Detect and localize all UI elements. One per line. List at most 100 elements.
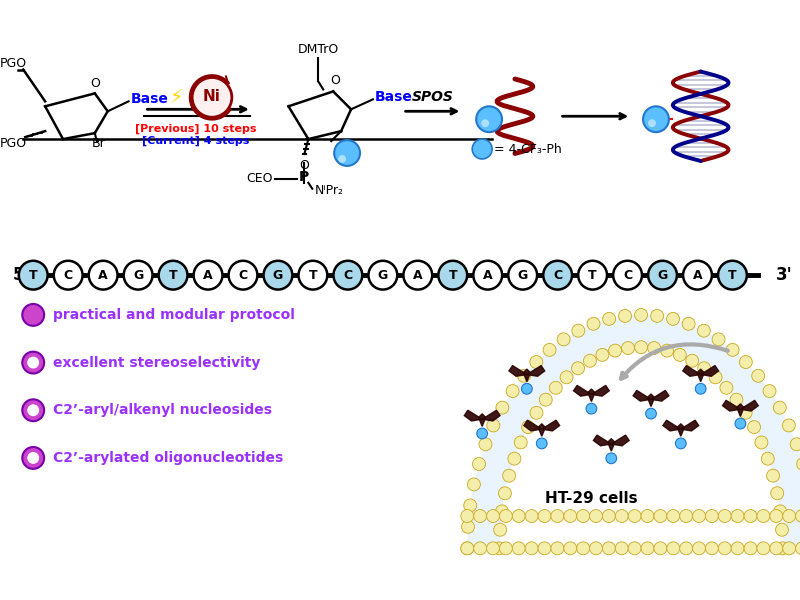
Circle shape [606, 453, 617, 464]
Circle shape [474, 542, 486, 555]
Circle shape [693, 509, 706, 523]
Circle shape [782, 419, 795, 432]
Circle shape [680, 509, 693, 523]
Circle shape [538, 542, 551, 555]
Polygon shape [682, 365, 701, 376]
Circle shape [752, 370, 765, 382]
Circle shape [648, 341, 661, 355]
Circle shape [538, 509, 551, 523]
Circle shape [766, 469, 779, 482]
Text: [Previous] 10 steps: [Previous] 10 steps [135, 124, 257, 134]
Circle shape [680, 542, 693, 555]
Circle shape [464, 499, 477, 512]
Text: practical and modular protocol: practical and modular protocol [53, 308, 295, 322]
Circle shape [770, 509, 782, 523]
Polygon shape [681, 420, 698, 431]
Circle shape [22, 400, 44, 421]
Circle shape [602, 509, 615, 523]
Circle shape [706, 542, 718, 555]
Circle shape [550, 382, 562, 394]
Circle shape [698, 324, 710, 337]
Text: 5': 5' [13, 266, 30, 284]
Circle shape [551, 509, 564, 523]
Text: Br: Br [92, 137, 106, 149]
Circle shape [22, 352, 44, 374]
Circle shape [572, 324, 585, 337]
Circle shape [508, 261, 537, 290]
Circle shape [194, 261, 222, 290]
Circle shape [795, 509, 800, 523]
Circle shape [654, 509, 667, 523]
Circle shape [474, 261, 502, 290]
Circle shape [782, 509, 796, 523]
Circle shape [686, 355, 698, 367]
Text: C: C [623, 269, 632, 281]
Text: [Current] 4 steps: [Current] 4 steps [142, 136, 250, 146]
Circle shape [19, 261, 48, 290]
Text: G: G [378, 269, 388, 281]
Circle shape [712, 333, 725, 346]
Text: O: O [299, 159, 310, 172]
Polygon shape [542, 420, 560, 431]
Circle shape [498, 487, 511, 500]
Polygon shape [651, 391, 669, 401]
Circle shape [560, 371, 573, 384]
Circle shape [486, 509, 499, 523]
Circle shape [525, 542, 538, 555]
Circle shape [596, 349, 609, 361]
Circle shape [512, 542, 526, 555]
Circle shape [675, 438, 686, 449]
Circle shape [622, 341, 634, 355]
Circle shape [666, 313, 679, 325]
Circle shape [731, 542, 744, 555]
Circle shape [522, 383, 532, 394]
Text: SPOS: SPOS [411, 91, 454, 104]
Circle shape [583, 355, 597, 367]
Polygon shape [482, 410, 500, 421]
Text: 3': 3' [776, 266, 793, 284]
Circle shape [762, 452, 774, 465]
Circle shape [539, 393, 552, 406]
Circle shape [486, 542, 499, 555]
Circle shape [27, 356, 39, 368]
Circle shape [124, 261, 153, 290]
Circle shape [461, 542, 474, 555]
Circle shape [499, 509, 512, 523]
Circle shape [564, 509, 577, 523]
Circle shape [634, 341, 647, 353]
Circle shape [578, 261, 607, 290]
Circle shape [473, 458, 486, 470]
Circle shape [462, 520, 474, 533]
Circle shape [525, 509, 538, 523]
Circle shape [615, 542, 628, 555]
Text: O: O [330, 74, 340, 88]
Polygon shape [701, 365, 718, 376]
Circle shape [543, 343, 556, 356]
Circle shape [590, 542, 602, 555]
Circle shape [493, 542, 506, 555]
Circle shape [514, 436, 527, 449]
Circle shape [403, 261, 432, 290]
Circle shape [543, 261, 572, 290]
Text: CEO: CEO [246, 172, 273, 185]
Text: C: C [238, 269, 247, 281]
Circle shape [747, 421, 761, 434]
Text: P: P [299, 170, 310, 184]
Circle shape [27, 452, 39, 464]
Circle shape [674, 349, 686, 361]
Circle shape [551, 542, 564, 555]
Circle shape [641, 509, 654, 523]
Circle shape [476, 106, 502, 132]
Circle shape [776, 542, 789, 555]
Circle shape [298, 261, 327, 290]
Circle shape [755, 436, 768, 449]
Circle shape [494, 523, 506, 536]
Circle shape [648, 261, 677, 290]
Polygon shape [722, 400, 741, 411]
Circle shape [477, 428, 487, 439]
Text: A: A [483, 269, 493, 281]
Text: DMTrO: DMTrO [298, 43, 339, 56]
Circle shape [438, 261, 467, 290]
Polygon shape [737, 404, 744, 416]
Circle shape [334, 261, 362, 290]
